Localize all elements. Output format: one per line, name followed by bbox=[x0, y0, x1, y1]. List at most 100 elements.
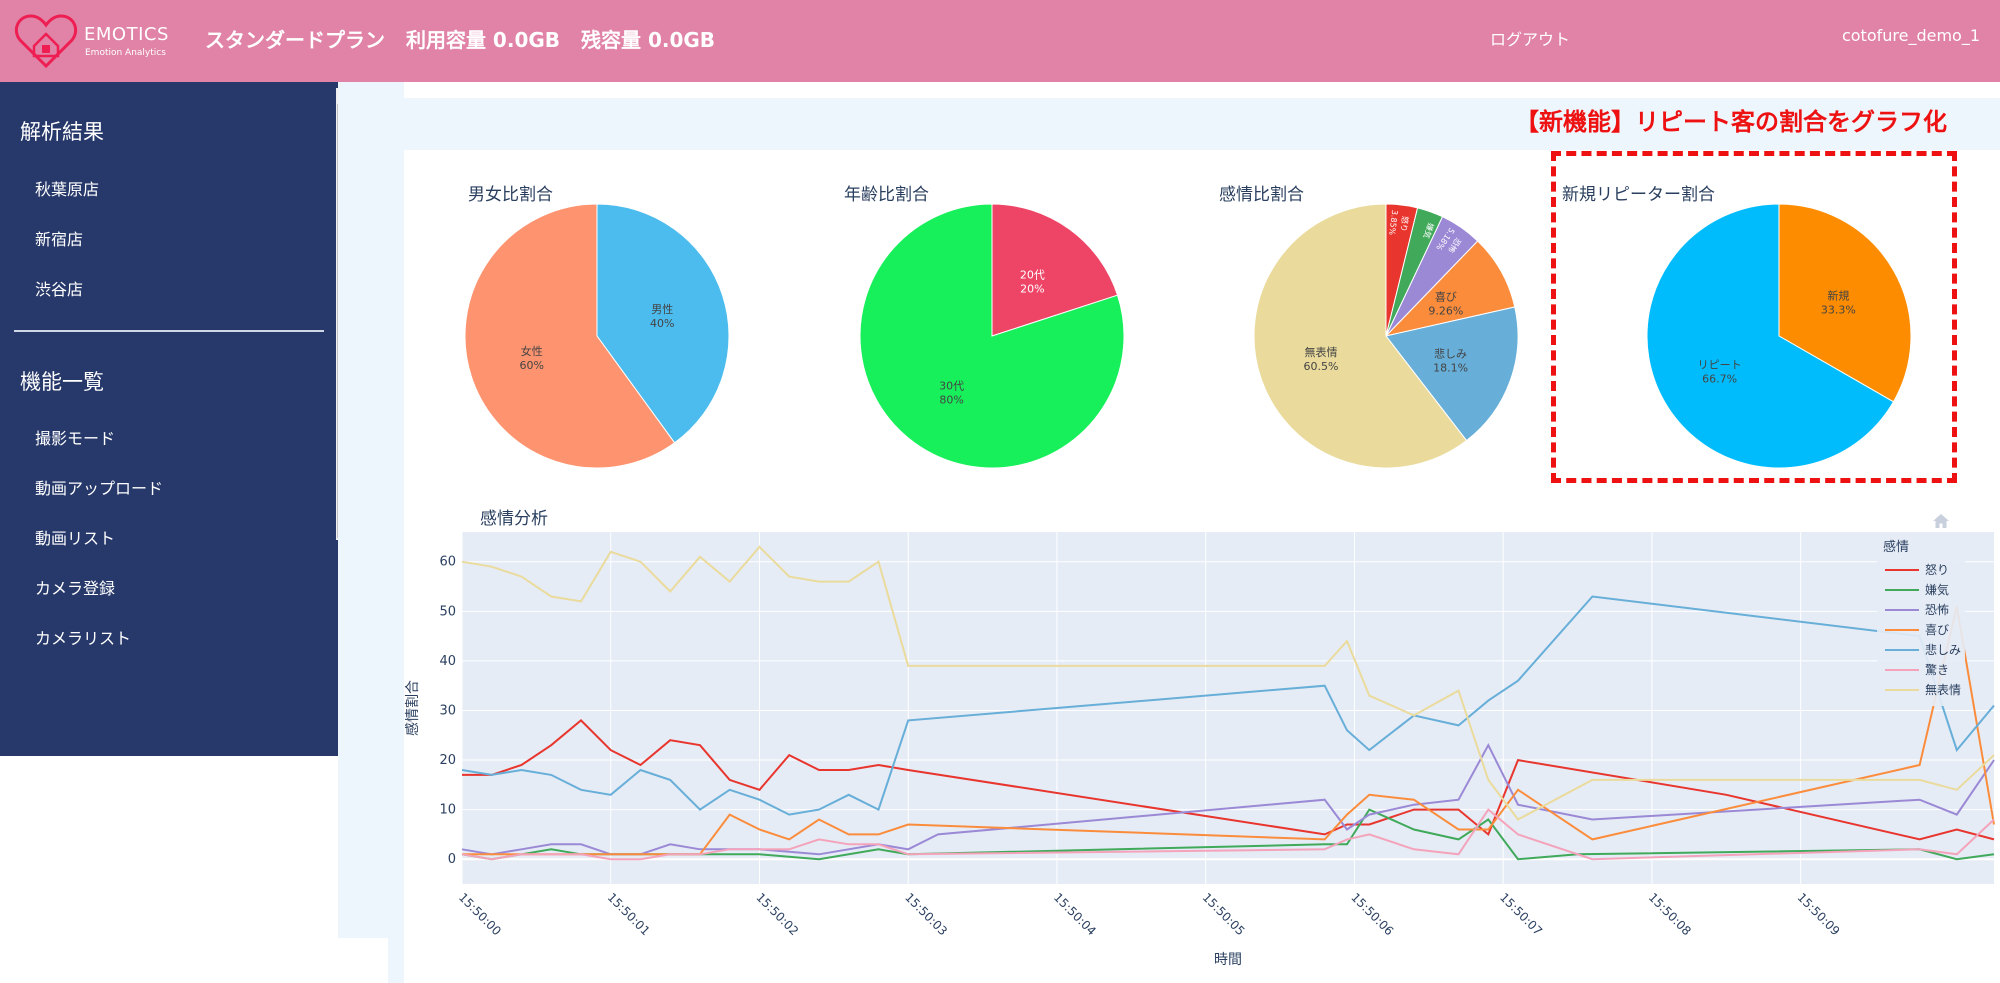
x-tick-label: 15:50:01 bbox=[605, 890, 653, 938]
legend-label-2[interactable]: 恐怖 bbox=[1925, 602, 1949, 617]
sidebar-item-camera-register[interactable]: カメラ登録 bbox=[35, 579, 116, 598]
sidebar-item-shinjuku[interactable]: 新宿店 bbox=[35, 230, 84, 249]
legend-label-1[interactable]: 嫌気 bbox=[1925, 582, 1949, 597]
legend-label-5[interactable]: 驚き bbox=[1925, 662, 1949, 677]
svg-text:80%: 80% bbox=[939, 394, 963, 407]
legend-box bbox=[1877, 534, 1965, 706]
sidebar-item-video-list[interactable]: 動画リスト bbox=[35, 529, 116, 548]
emotion-pie-slice-4[interactable] bbox=[1385, 306, 1519, 442]
legend-label-0[interactable]: 怒り bbox=[1925, 562, 1949, 577]
svg-text:60%: 60% bbox=[519, 359, 543, 372]
svg-text:喜び: 喜び bbox=[1435, 290, 1457, 303]
svg-text:30代: 30代 bbox=[939, 380, 964, 393]
x-tick-label: 15:50:05 bbox=[1200, 890, 1248, 938]
svg-text:40%: 40% bbox=[650, 317, 674, 330]
series-line-4[interactable] bbox=[461, 595, 1995, 816]
x-tick-label: 15:50:07 bbox=[1497, 890, 1545, 938]
y-tick-label: 40 bbox=[439, 654, 456, 669]
series-line-6[interactable] bbox=[461, 545, 1995, 821]
age-pie-slice-0[interactable] bbox=[991, 203, 1119, 337]
emotion-line-chart[interactable]: 0 10 20 30 40 50 60 15:50:00 15:50:01 15:50:02 15:… bbox=[395, 530, 2000, 983]
features-section-title: 機能一覧 bbox=[20, 370, 104, 394]
pie-title-emotion: 感情比割合 bbox=[1219, 185, 1304, 205]
sidebar-item-shooting-mode[interactable]: 撮影モード bbox=[35, 429, 116, 448]
svg-text:女性: 女性 bbox=[521, 344, 543, 358]
gender-pie-slice-0[interactable] bbox=[596, 203, 730, 444]
sidebar: 解析結果 秋葉原店 新宿店 渋谷店 機能一覧 撮影モード 動画アップロード 動画… bbox=[0, 82, 338, 756]
sidebar-item-video-upload[interactable]: 動画アップロード bbox=[35, 479, 164, 498]
plan-name: スタンダードプラン bbox=[205, 28, 385, 52]
repeater-pie-slice-1[interactable] bbox=[1646, 203, 1895, 469]
svg-text:9.26%: 9.26% bbox=[1428, 304, 1463, 317]
repeater-pie-slice-0[interactable] bbox=[1778, 203, 1912, 403]
emotion-pie-slice-3[interactable] bbox=[1384, 240, 1516, 337]
top-card-edge bbox=[404, 82, 2000, 98]
sidebar-item-camera-list[interactable]: カメラリスト bbox=[35, 629, 132, 648]
svg-text:新規: 新規 bbox=[1827, 289, 1849, 303]
x-tick-label: 15:50:02 bbox=[753, 890, 801, 938]
legend-label-6[interactable]: 無表情 bbox=[1925, 682, 1961, 697]
app-header: EMOTICS Emotion Analytics スタンダードプラン 利用容量… bbox=[0, 0, 2000, 82]
usage-capacity: 利用容量 0.0GB bbox=[405, 28, 561, 52]
x-tick-label: 15:50:08 bbox=[1646, 890, 1694, 938]
sidebar-item-shibuya[interactable]: 渋谷店 bbox=[35, 280, 84, 299]
gender-pie-slice-1[interactable] bbox=[464, 203, 676, 469]
legend-label-4[interactable]: 悲しみ bbox=[1925, 642, 1961, 657]
svg-text:66.7%: 66.7% bbox=[1702, 372, 1737, 385]
x-tick-label: 15:50:09 bbox=[1795, 890, 1843, 938]
series-line-1[interactable] bbox=[461, 808, 1995, 861]
svg-text:33.3%: 33.3% bbox=[1821, 304, 1856, 317]
svg-text:20%: 20% bbox=[1020, 282, 1044, 295]
x-tick-label: 15:50:00 bbox=[456, 890, 504, 938]
age-pie-slice-1[interactable] bbox=[859, 203, 1125, 469]
emotion-pie-slice-5[interactable] bbox=[1253, 203, 1468, 469]
username[interactable]: cotofure_demo_1 bbox=[1841, 26, 1980, 45]
home-icon[interactable] bbox=[1932, 512, 1950, 530]
sidebar-item-akihabara[interactable]: 秋葉原店 bbox=[35, 180, 100, 199]
pie-title-age: 年齢比割合 bbox=[844, 185, 929, 205]
sidebar-divider bbox=[14, 330, 324, 332]
emotics-logo[interactable]: EMOTICS Emotion Analytics bbox=[14, 12, 184, 70]
content-gutter bbox=[338, 938, 388, 983]
svg-text:リピート: リピート bbox=[1698, 358, 1742, 371]
new-feature-banner: 【新機能】リピート客の割合をグラフ化 bbox=[1515, 108, 1947, 136]
y-tick-label: 50 bbox=[439, 604, 456, 619]
y-tick-label: 60 bbox=[439, 555, 456, 570]
svg-text:18.1%: 18.1% bbox=[1433, 361, 1468, 374]
results-section-title: 解析結果 bbox=[20, 120, 104, 144]
logout-link[interactable]: ログアウト bbox=[1489, 30, 1570, 49]
svg-text:20代: 20代 bbox=[1020, 268, 1045, 281]
logo-subtitle: Emotion Analytics bbox=[85, 48, 166, 58]
svg-text:3.85%: 3.85% bbox=[1387, 209, 1399, 236]
remaining-capacity: 残容量 0.0GB bbox=[581, 28, 716, 52]
heart-house-logo-icon bbox=[15, 14, 77, 69]
y-axis-title: 感情割合 bbox=[404, 680, 421, 736]
y-tick-label: 0 bbox=[448, 852, 456, 867]
legend-title: 感情 bbox=[1883, 539, 1909, 555]
svg-text:男性: 男性 bbox=[651, 302, 673, 316]
x-tick-label: 15:50:04 bbox=[1051, 890, 1099, 938]
emotion-pie-label-3: 喜び9.26% bbox=[1428, 290, 1463, 317]
legend-label-3[interactable]: 喜び bbox=[1925, 623, 1949, 637]
y-tick-label: 20 bbox=[439, 753, 456, 768]
series-line-3[interactable] bbox=[462, 606, 1995, 856]
svg-text:怒り: 怒り bbox=[1399, 215, 1411, 232]
svg-text:無表情: 無表情 bbox=[1305, 345, 1338, 359]
y-tick-label: 10 bbox=[439, 803, 456, 818]
pie-title-gender: 男女比割合 bbox=[468, 185, 553, 205]
x-tick-label: 15:50:06 bbox=[1348, 890, 1396, 938]
y-tick-label: 30 bbox=[439, 703, 456, 718]
series-line-5[interactable] bbox=[461, 808, 1995, 861]
